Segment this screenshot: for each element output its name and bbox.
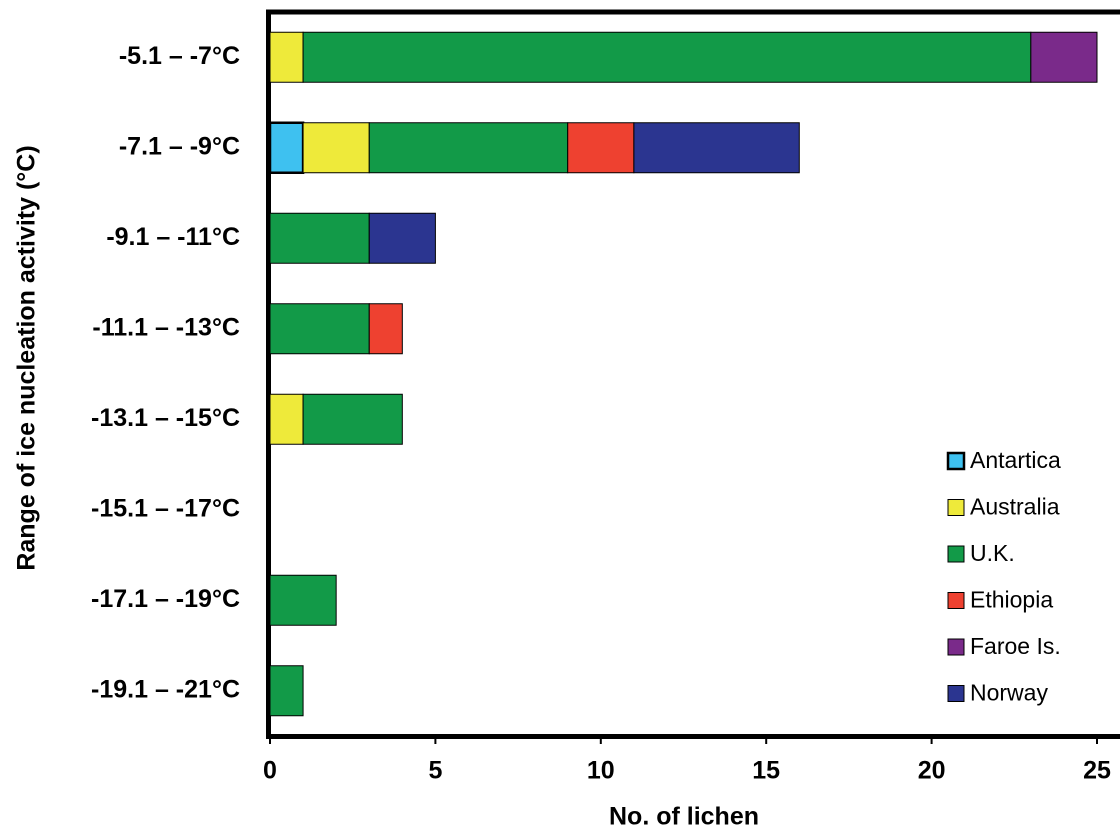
y-tick-label: -17.1 – -19°C	[91, 585, 240, 613]
y-tick-label: -19.1 – -21°C	[91, 675, 240, 703]
legend-label: Faroe Is.	[970, 633, 1061, 659]
bar-segment	[269, 31, 304, 83]
x-tick-label: 20	[918, 757, 946, 785]
legend-swatch	[946, 451, 966, 471]
bar-segment	[269, 303, 370, 355]
bar-segment	[268, 121, 305, 174]
x-tick-label: 10	[587, 757, 615, 785]
y-tick-label: -9.1 – -11°C	[106, 223, 240, 251]
legend-swatch	[947, 499, 965, 516]
bar-segment	[1030, 31, 1098, 83]
y-tick-label: -5.1 – -7°C	[119, 42, 240, 70]
legend-swatch	[947, 545, 965, 563]
x-tick-label: 0	[263, 757, 277, 785]
bar-segment	[633, 122, 800, 174]
legend-swatch	[947, 638, 965, 656]
legend-label: Australia	[970, 494, 1060, 520]
bar-segment	[368, 303, 403, 355]
legend-label: Norway	[970, 680, 1048, 706]
bar-segment	[269, 393, 304, 445]
x-axis-label: No. of lichen	[609, 803, 759, 831]
x-tick-label: 5	[428, 757, 442, 785]
bar-segment	[269, 212, 370, 264]
legend-swatch	[947, 685, 965, 702]
y-tick-label: -7.1 – -9°C	[119, 132, 240, 160]
y-tick-label: -15.1 – -17°C	[91, 494, 240, 522]
y-axis-label: Range of ice nucleation activity (°C)	[13, 145, 41, 570]
bar-segment	[269, 574, 337, 626]
y-tick-label: -11.1 – -13°C	[92, 313, 240, 341]
y-tick-label: -13.1 – -15°C	[91, 404, 240, 432]
x-tick-label: 15	[752, 757, 780, 785]
plot-frame	[266, 9, 1120, 739]
x-tick-label: 25	[1083, 757, 1111, 785]
bar-segment	[302, 393, 403, 445]
legend-label: Antartica	[970, 447, 1061, 473]
bar-segment	[302, 122, 370, 174]
bar-segment	[368, 122, 569, 174]
bar-segment	[567, 122, 635, 174]
bar-segment	[368, 212, 436, 264]
legend-label: Ethiopia	[970, 587, 1053, 613]
legend-swatch	[947, 592, 965, 609]
bar-segment	[269, 665, 304, 717]
bar-segment	[302, 31, 1032, 83]
legend-label: U.K.	[970, 540, 1015, 566]
